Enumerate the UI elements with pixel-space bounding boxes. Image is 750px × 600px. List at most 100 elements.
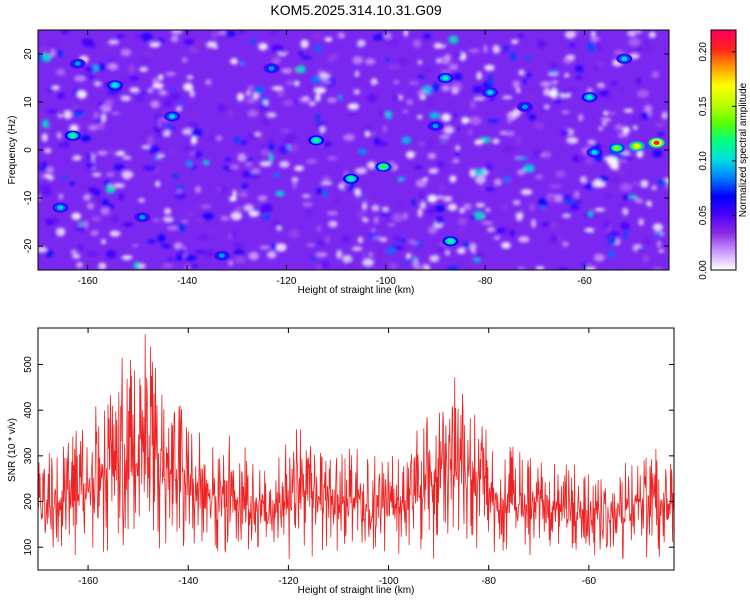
spectrogram-hotspot [263,63,280,74]
snr-y-label: SNR (10 * v/v) [7,418,18,482]
spectrogram-speckle [100,207,110,216]
spectrogram-speckle [282,99,294,106]
spectrogram-speckle [517,266,526,270]
spectrogram-x-tick-label: -160 [78,276,98,287]
spectrogram-speckle [355,198,360,202]
spectrogram-y-tick-label: -10 [23,190,34,205]
spectrogram-speckle [305,208,313,217]
spectrogram-speckle [418,74,425,79]
spectrogram-speckle [382,124,388,134]
spectrogram-speckle [382,206,389,212]
spectrogram-speckle [535,266,545,270]
spectrogram-speckle [306,86,317,92]
spectrogram-speckle [218,30,227,35]
spectrogram-speckle [148,145,160,154]
spectrogram-speckle [322,176,331,181]
spectrogram-speckle [375,249,384,256]
spectrogram-speckle [557,267,569,270]
spectrogram-speckle [320,181,333,186]
spectrogram-speckle [587,69,593,75]
spectrogram-speckle [38,247,47,253]
spectrogram-speckle [417,90,427,96]
spectrogram-speckle [439,183,445,191]
spectrogram-speckle [332,198,339,204]
spectrogram-speckle [632,30,643,35]
spectrogram-speckle [106,172,115,177]
spectrogram-speckle [315,114,321,122]
spectrogram-speckle [512,200,521,206]
spectrogram-speckle [484,64,495,71]
spectrogram-speckle [113,163,125,171]
spectrogram-speckle [403,30,408,37]
spectrogram-speckle [641,111,649,120]
spectrogram-speckle [158,74,164,81]
spectrogram-speckle [233,243,244,247]
spectrogram-speckle [72,254,81,259]
spectrogram-speckle [518,236,530,243]
spectrogram-speckle [444,53,451,61]
spectrogram-speckle [401,136,412,144]
spectrogram-speckle [321,260,329,269]
spectrogram-speckle [342,196,348,201]
spectrogram-speckle [427,139,433,147]
spectrogram-speckle [475,203,486,208]
spectrogram-speckle [194,151,203,158]
spectrogram-speckle [189,89,195,98]
spectrogram-speckle [429,255,440,263]
spectrogram-speckle [190,164,197,170]
spectrogram-speckle [289,143,298,153]
spectrogram-speckle [371,254,384,259]
spectrogram-x-tick-label: -140 [177,276,197,287]
spectrogram-speckle [156,38,166,43]
spectrogram-speckle [648,31,656,38]
spectrogram-speckle [568,43,576,48]
spectrogram-speckle [573,190,580,199]
spectrogram-hotspot [616,53,633,64]
spectrogram-speckle [574,65,584,72]
spectrogram-speckle [512,108,522,117]
spectrogram-speckle [559,92,572,98]
spectrogram-speckle [436,160,445,169]
spectrogram-speckle [248,251,259,261]
spectrogram-speckle [455,127,461,131]
spectrogram-speckle [447,265,459,270]
spectrogram-speckle [632,181,642,187]
spectrogram-speckle [100,45,111,53]
spectrogram-speckle [57,113,63,118]
spectrogram-speckle [88,186,97,195]
spectrogram-speckle [511,39,519,44]
spectrogram-speckle [606,157,619,166]
spectrogram-speckle [592,179,603,188]
spectrogram-speckle [218,104,226,112]
spectrogram-speckle [298,50,304,56]
spectrogram-speckle [315,241,326,246]
spectrogram-speckle [301,194,311,198]
spectrogram-speckle [628,37,641,47]
spectrogram-speckle [455,145,461,151]
spectrogram-speckle [564,199,576,204]
spectrogram-speckle [109,230,121,237]
spectrogram-speckle [258,42,268,51]
spectrogram-speckle [310,256,318,260]
spectrogram-speckle [185,160,193,167]
spectrogram-speckle [64,158,75,163]
spectrogram-speckle [157,233,166,243]
spectrogram-speckle [164,208,172,215]
spectrogram-speckle [171,30,183,35]
spectrogram-speckle [86,152,93,162]
spectrogram-speckle [305,159,318,164]
spectrogram-speckle [213,138,218,144]
spectrogram-speckle [472,85,484,94]
spectrogram-speckle [383,32,392,40]
spectrogram-speckle [104,99,114,107]
spectrogram-speckle [549,184,562,189]
spectrogram-speckle [436,58,441,64]
spectrogram-speckle [70,250,77,254]
spectrogram-speckle [555,170,566,178]
spectrogram-speckle [51,85,60,90]
spectrogram-y-tick-label: 10 [23,96,34,108]
spectrogram-speckle [531,219,536,228]
spectrogram-hotspot [442,236,459,247]
